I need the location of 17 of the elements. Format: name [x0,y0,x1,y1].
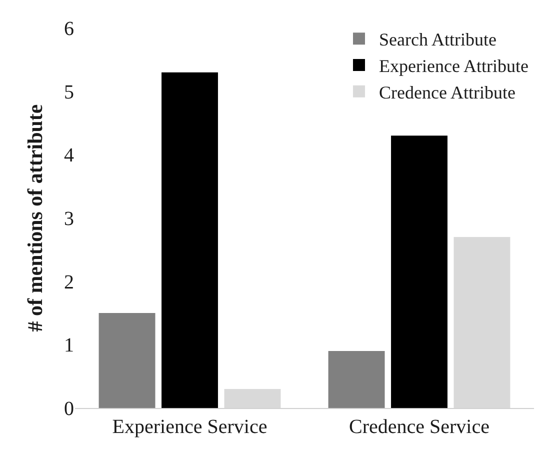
bar [162,72,218,408]
bar [391,136,448,408]
y-tick-label: 4 [64,144,74,167]
x-tick-label: Experience Service [112,416,268,438]
y-tick-label: 0 [64,398,74,420]
y-tick-label: 3 [64,208,74,230]
legend-label: Credence Attribute [379,82,516,102]
legend-label: Search Attribute [379,30,496,50]
y-tick-label: 1 [64,334,74,357]
y-tick-label: 5 [64,81,74,104]
y-tick-label: 6 [64,18,74,40]
bar [328,351,385,408]
bar [98,313,156,408]
y-axis-title: # of mentions of attribute [23,104,48,332]
y-tick-label: 2 [64,271,74,294]
x-tick-label: Credence Service [349,416,490,438]
legend-label: Experience Attribute [379,56,528,76]
